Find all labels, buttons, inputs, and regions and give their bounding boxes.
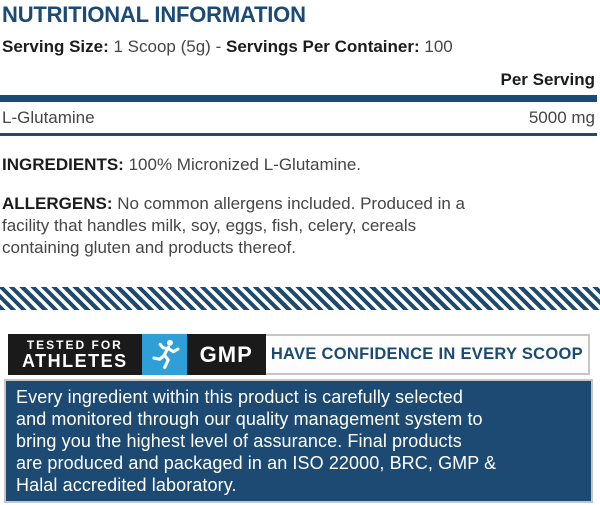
page-title: NUTRITIONAL INFORMATION — [2, 2, 306, 27]
serving-separator: - — [215, 37, 222, 56]
serving-size-label: Serving Size: — [2, 37, 109, 56]
quality-statement: Every ingredient within this product is … — [4, 379, 593, 503]
ingredients-text: INGREDIENTS: 100% Micronized L-Glutamine… — [2, 154, 595, 176]
quality-line-4: are produced and packaged in an ISO 2200… — [16, 453, 497, 473]
serving-info: Serving Size: 1 Scoop (5g) - Servings Pe… — [2, 37, 595, 57]
tested-for-label: TESTED FOR — [26, 337, 123, 352]
nutrient-name: L-Glutamine — [2, 108, 95, 127]
quality-line-5: Halal accredited laboratory. — [16, 475, 237, 495]
tested-for-athletes-badge: TESTED FOR ATHLETES GMP — [8, 334, 266, 375]
ingredients-label: INGREDIENTS: — [2, 155, 124, 174]
gmp-label: GMP — [199, 341, 253, 367]
allergens-line-1: No common allergens included. Produced i… — [117, 194, 465, 213]
quality-line-1: Every ingredient within this product is … — [16, 387, 464, 407]
divider-thick — [0, 95, 597, 102]
ingredients-value: 100% Micronized L-Glutamine. — [128, 155, 362, 174]
tested-for-athletes-text: TESTED FOR ATHLETES — [8, 334, 142, 375]
quality-line-3: bring you the highest level of assurance… — [16, 431, 462, 451]
allergens-text: ALLERGENS: No common allergens included.… — [2, 193, 595, 259]
divider-thin — [0, 133, 597, 136]
serving-size-value: 1 Scoop (5g) — [113, 37, 211, 56]
allergens-line-3: containing gluten and products thereof. — [2, 238, 296, 257]
table-row: L-Glutamine 5000 mg — [2, 102, 595, 133]
allergens-label: ALLERGENS: — [2, 194, 113, 213]
per-serving-column-header: Per Serving — [500, 70, 596, 89]
diagonal-stripe-divider — [0, 287, 600, 310]
quality-line-2: and monitored through our quality manage… — [16, 409, 483, 429]
allergens-line-2: facility that handles milk, soy, eggs, f… — [2, 216, 417, 235]
servings-per-container-label: Servings Per Container: — [225, 37, 420, 56]
certification-banner: TESTED FOR ATHLETES GMP HAVE CONFIDENCE … — [8, 334, 590, 375]
nutrient-amount: 5000 mg — [528, 108, 595, 127]
running-athlete-icon — [141, 334, 187, 375]
confidence-tagline: HAVE CONFIDENCE IN EVERY SCOOP — [265, 334, 590, 375]
servings-per-container-value: 100 — [424, 37, 453, 56]
athletes-label: ATHLETES — [22, 350, 128, 371]
